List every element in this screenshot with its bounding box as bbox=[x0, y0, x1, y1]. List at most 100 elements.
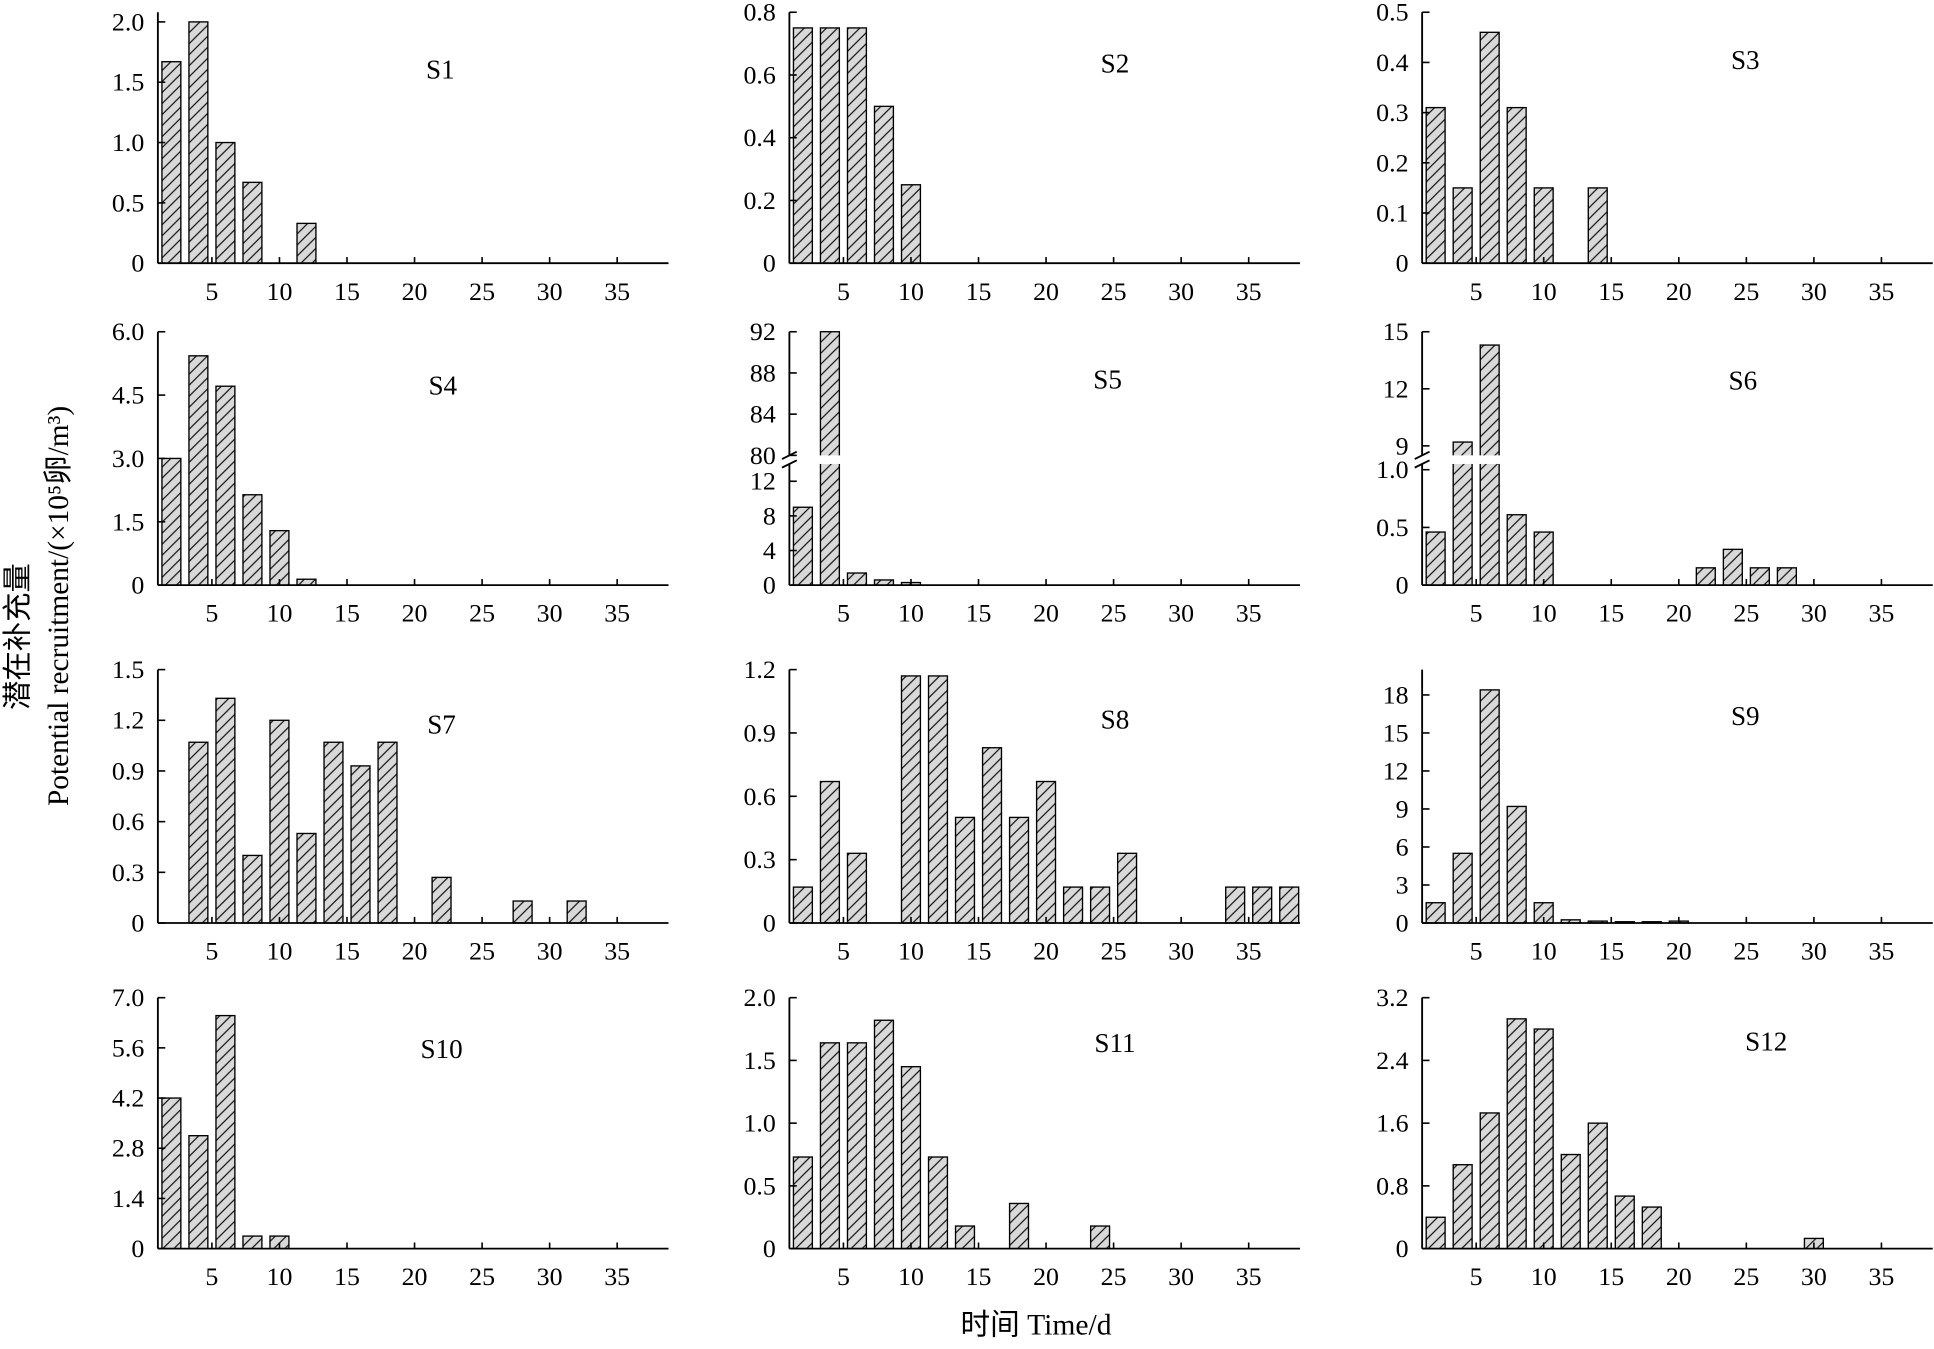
bar bbox=[1587, 1122, 1608, 1250]
x-tick-label: 30 bbox=[537, 1262, 563, 1291]
x-tick-label: 25 bbox=[1101, 937, 1127, 966]
y-tick-label: 0.4 bbox=[743, 123, 775, 152]
x-tick-label: 15 bbox=[966, 277, 992, 306]
bar bbox=[1695, 567, 1716, 586]
y-tick-label: 15 bbox=[1383, 317, 1409, 346]
x-tick-label: 30 bbox=[537, 937, 563, 966]
x-tick-label: 30 bbox=[1801, 277, 1827, 306]
y-tick-label: 0.2 bbox=[743, 186, 775, 215]
bar bbox=[1252, 886, 1273, 924]
bar bbox=[1452, 1164, 1473, 1250]
bar bbox=[242, 181, 263, 264]
y-tick-label: 0.3 bbox=[112, 858, 144, 887]
y-tick-label: 0.3 bbox=[1376, 98, 1408, 127]
bar bbox=[1533, 187, 1554, 264]
y-tick-label: 0.5 bbox=[112, 188, 144, 217]
panel-label: S7 bbox=[427, 710, 456, 740]
x-tick-label: 20 bbox=[1666, 937, 1692, 966]
bar bbox=[188, 21, 209, 264]
x-tick-label: 15 bbox=[966, 599, 992, 628]
bar bbox=[792, 27, 814, 264]
x-tick-label: 15 bbox=[334, 1262, 360, 1291]
y-tick-label: 12 bbox=[750, 467, 776, 496]
y-tick-label: 2.8 bbox=[112, 1134, 144, 1163]
bar bbox=[1533, 531, 1554, 586]
bar bbox=[1035, 780, 1057, 924]
y-tick-label: 0 bbox=[131, 571, 144, 600]
bar bbox=[846, 1042, 868, 1250]
y-tick-label: 0 bbox=[1396, 1234, 1409, 1263]
x-tick-label: 15 bbox=[1598, 277, 1624, 306]
y-tick-label: 7.0 bbox=[112, 983, 144, 1012]
x-tick-label: 10 bbox=[898, 277, 924, 306]
x-tick-label: 30 bbox=[1168, 277, 1194, 306]
x-tick-label: 25 bbox=[1733, 937, 1759, 966]
y-tick-label: 1.5 bbox=[743, 1046, 775, 1075]
x-tick-label: 5 bbox=[837, 937, 850, 966]
bar bbox=[900, 184, 922, 264]
y-tick-label: 0 bbox=[763, 1234, 776, 1263]
bar bbox=[900, 675, 922, 924]
y-tick-label: 0 bbox=[1396, 909, 1409, 938]
panel-label: S5 bbox=[1093, 365, 1122, 395]
y-axis-title-en: Potential recruitment/(×10⁵卵/m³) bbox=[42, 406, 75, 806]
bar bbox=[1776, 567, 1798, 586]
y-tick-label: 1.2 bbox=[743, 655, 775, 684]
y-tick-label: 2.0 bbox=[112, 7, 144, 36]
panel-label: S10 bbox=[420, 1034, 462, 1064]
panel-s4: 0 1.5 3.0 4.5 6.0 5 10 15 20 25 30 35 S4 bbox=[112, 317, 669, 628]
bar bbox=[1008, 816, 1030, 924]
bar bbox=[566, 900, 587, 924]
bar bbox=[1452, 187, 1473, 264]
x-tick-label: 5 bbox=[1470, 599, 1483, 628]
bar bbox=[1749, 567, 1770, 586]
bar bbox=[1587, 187, 1608, 264]
bar bbox=[846, 27, 868, 264]
bar bbox=[188, 741, 209, 924]
y-tick-label: 8 bbox=[763, 501, 776, 530]
panel-label: S12 bbox=[1745, 1027, 1787, 1057]
x-tick-label: 35 bbox=[1236, 277, 1262, 306]
x-tick-label: 30 bbox=[537, 277, 563, 306]
bar-series bbox=[161, 21, 317, 264]
x-tick-label: 20 bbox=[402, 277, 428, 306]
x-tick-label: 5 bbox=[205, 1262, 218, 1291]
y-tick-label: 2.0 bbox=[743, 983, 775, 1012]
bar bbox=[873, 1019, 895, 1250]
bar-series bbox=[792, 27, 922, 264]
y-tick-label: 12 bbox=[1383, 757, 1409, 786]
bar bbox=[1479, 1112, 1500, 1250]
bar bbox=[1425, 106, 1446, 264]
y-tick-label: 0 bbox=[1396, 571, 1409, 600]
bar bbox=[215, 141, 236, 264]
bar bbox=[1425, 531, 1446, 586]
x-tick-label: 15 bbox=[1598, 937, 1624, 966]
x-tick-label: 35 bbox=[604, 1262, 630, 1291]
panel-label: S8 bbox=[1101, 705, 1130, 735]
bar-series bbox=[161, 355, 317, 586]
x-tick-label: 35 bbox=[1868, 937, 1894, 966]
y-tick-label: 6.0 bbox=[112, 317, 144, 346]
x-tick-label: 5 bbox=[1470, 277, 1483, 306]
panel-label: S4 bbox=[428, 371, 457, 401]
bar bbox=[1279, 886, 1300, 924]
bar-series bbox=[1425, 344, 1798, 586]
bar bbox=[846, 572, 868, 586]
bar bbox=[819, 1042, 841, 1250]
x-tick-label: 10 bbox=[267, 937, 293, 966]
bar bbox=[431, 876, 452, 924]
axis-break-gap bbox=[790, 455, 1301, 464]
panel-label: S3 bbox=[1731, 45, 1760, 75]
panel-s7: 0 0.3 0.6 0.9 1.2 1.5 5 10 15 20 25 30 35 S7 bbox=[112, 655, 669, 966]
x-tick-label: 30 bbox=[1801, 937, 1827, 966]
panel-label: S6 bbox=[1728, 366, 1757, 396]
bar bbox=[323, 741, 344, 924]
bar bbox=[215, 697, 236, 924]
x-tick-label: 10 bbox=[267, 1262, 293, 1291]
x-tick-label: 15 bbox=[1598, 599, 1624, 628]
panel-s11: 0 0.5 1.0 1.5 2.0 5 10 15 20 25 30 35 S11 bbox=[743, 983, 1301, 1291]
panel-s8: 0 0.3 0.6 0.9 1.2 5 10 15 20 25 30 35 S8 bbox=[743, 655, 1301, 966]
x-tick-label: 10 bbox=[898, 937, 924, 966]
